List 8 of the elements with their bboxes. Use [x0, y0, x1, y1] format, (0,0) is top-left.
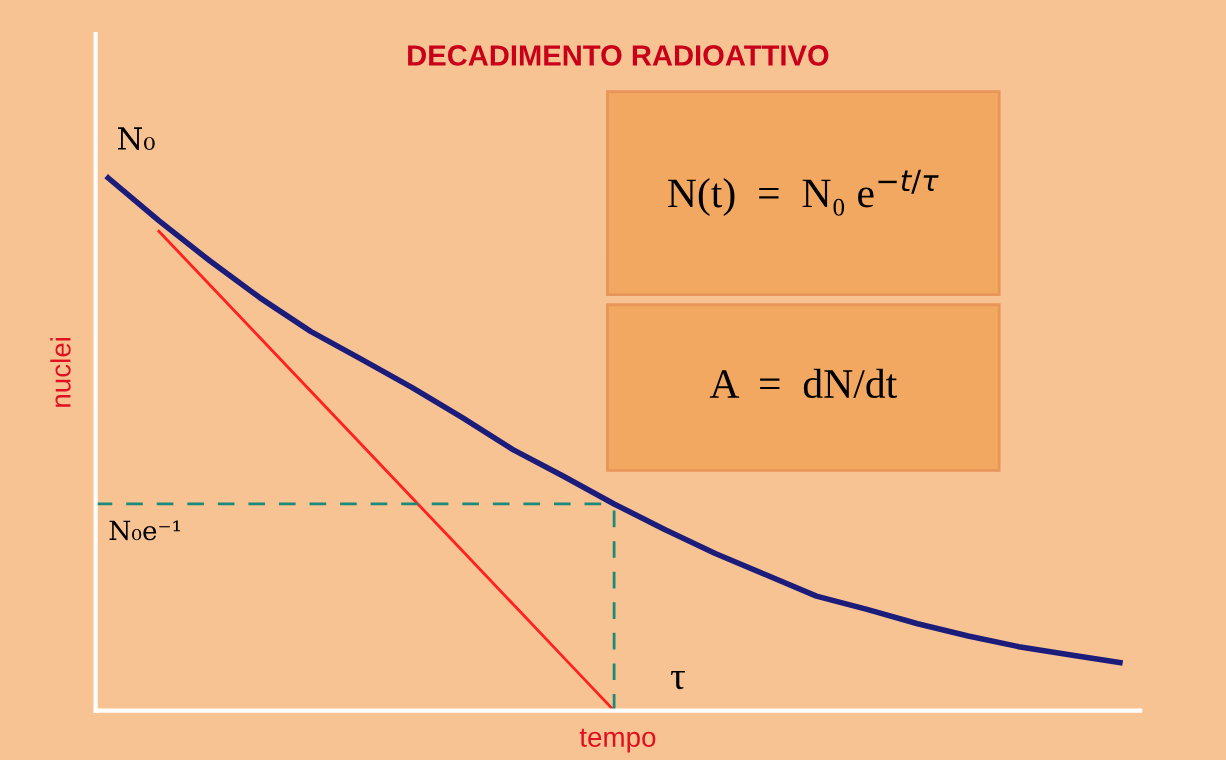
annotation: τ	[670, 670, 685, 690]
annotation: A = dN/dt	[709, 368, 898, 399]
x-axis-title: tempo	[579, 728, 656, 753]
text: N₀	[118, 127, 155, 151]
chart-title: DECADIMENTO RADIOATTIVO	[408, 45, 829, 66]
annotation: N(t) = N₀ e$^{−t/τ}$	[668, 169, 939, 216]
y-axis-title: nuclei	[50, 337, 71, 407]
ref-line-label: N₀e⁻¹	[109, 520, 181, 541]
